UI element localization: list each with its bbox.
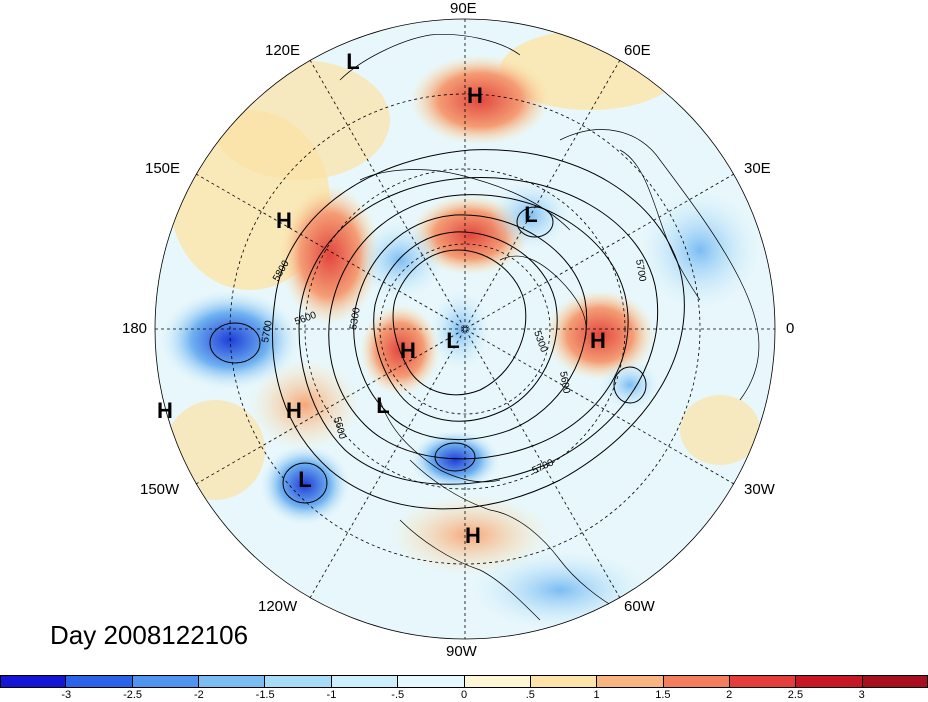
pressure-center-marker: H	[400, 338, 416, 363]
longitude-label: 90W	[446, 643, 477, 660]
colorbar-tick-label: -3	[61, 689, 72, 701]
longitude-label: 60W	[624, 598, 655, 615]
pressure-center-marker: H	[467, 83, 483, 108]
colorbar-tick-label: -.5	[391, 689, 405, 701]
longitude-label: 120E	[265, 42, 301, 59]
colorbar-swatch	[729, 675, 797, 688]
colorbar-swatch	[132, 675, 200, 688]
pressure-center-marker: L	[446, 328, 460, 353]
colorbar-swatch	[331, 675, 399, 688]
contour-label: 5700	[260, 319, 275, 343]
pressure-center-marker: H	[157, 398, 173, 423]
longitude-label: 180	[122, 320, 148, 337]
colorbar-swatch	[796, 675, 863, 688]
pressure-center-marker: H	[286, 398, 302, 423]
colorbar-swatch	[66, 675, 133, 688]
longitude-label: 150E	[145, 160, 181, 177]
longitude-label: 60E	[624, 42, 651, 59]
colorbar-tick-label: 1.5	[655, 689, 671, 701]
colorbar	[0, 675, 928, 688]
colorbar-swatch	[199, 675, 266, 688]
colorbar-swatch	[862, 675, 928, 688]
longitude-label: 90E	[450, 0, 477, 17]
height-contours	[209, 149, 685, 510]
contour-label: 5300	[348, 306, 363, 330]
longitude-label: 30W	[744, 481, 775, 498]
coastlines	[339, 34, 760, 621]
colorbar-tick-label: .5	[525, 689, 535, 701]
graticule	[154, 18, 776, 640]
pressure-center-marker: H	[276, 208, 292, 233]
colorbar-swatch	[663, 675, 730, 688]
colorbar-tick-label: -2.5	[123, 689, 143, 701]
colorbar-swatch	[597, 675, 664, 688]
longitude-label: 150W	[140, 481, 180, 498]
longitude-label: 120W	[258, 598, 298, 615]
colorbar-swatch	[0, 675, 67, 688]
colorbar-tick-label: 2.5	[787, 689, 804, 701]
pressure-center-marker: L	[524, 202, 538, 227]
colorbar-tick-label: 0	[460, 689, 468, 701]
colorbar-swatch	[530, 675, 598, 688]
colorbar-tick-label: -1	[326, 689, 337, 701]
pressure-center-marker: L	[376, 393, 390, 418]
colorbar-swatch	[265, 675, 332, 688]
colorbar-swatch	[464, 675, 531, 688]
pressure-center-marker: H	[590, 328, 606, 353]
colorbar-frame	[0, 675, 928, 688]
contour-label: 5600	[557, 371, 572, 395]
pressure-center-marker: L	[346, 49, 360, 74]
map-title: Day 2008122106	[50, 620, 249, 650]
pressure-center-marker: H	[465, 523, 481, 548]
colorbar-swatch	[398, 675, 465, 688]
colorbar-tick-label: 2	[726, 689, 733, 701]
colorbar-tick-label: -2	[193, 689, 204, 701]
contour-label: 5700	[633, 259, 648, 283]
longitude-label: 0	[786, 320, 795, 337]
colorbar-tick-label: -1.5	[255, 689, 275, 701]
colorbar-tick-label: 3	[858, 689, 865, 701]
longitude-label: 30E	[744, 160, 771, 177]
colorbar-tick-label: 1	[593, 689, 600, 701]
pressure-center-marker: L	[298, 467, 312, 492]
polar-map: 5800 5700 5600 5300 5300 5700 5600 5600 …	[154, 18, 776, 640]
